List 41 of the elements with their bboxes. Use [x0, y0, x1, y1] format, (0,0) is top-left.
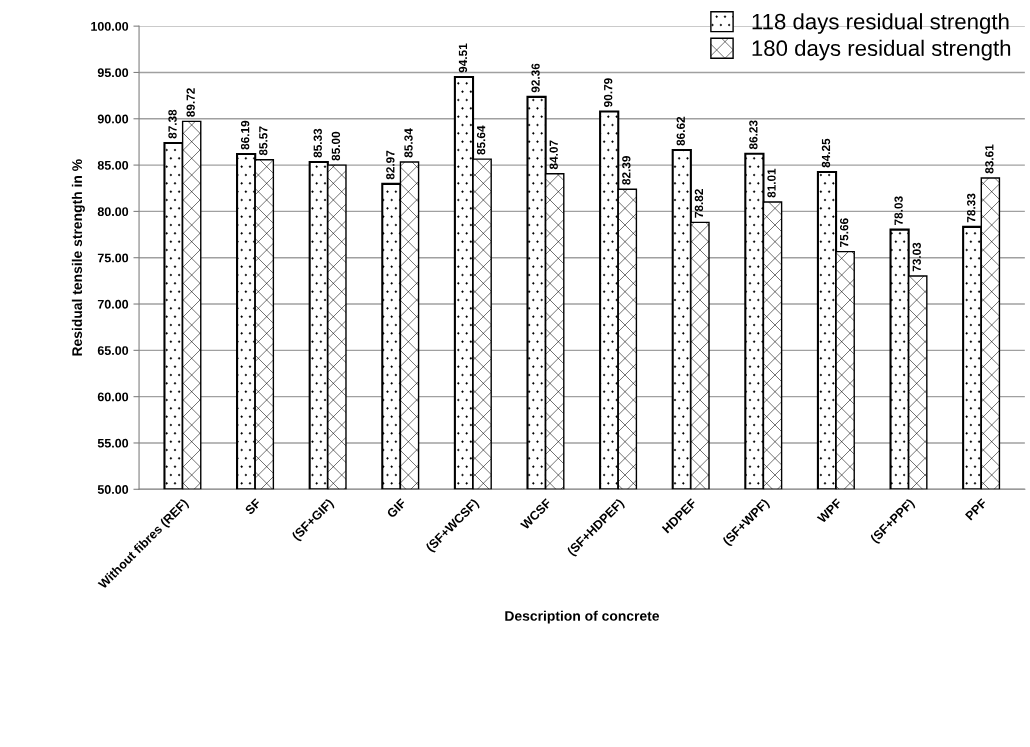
data-label: 85.64 [476, 125, 486, 155]
y-tick-label: 55.00 [97, 438, 129, 448]
data-label: 85.33 [313, 128, 322, 158]
y-tick-label: 95.00 [97, 68, 129, 78]
y-tick-label: 85.00 [97, 160, 129, 170]
data-label: 78.82 [694, 189, 704, 218]
y-tick-label: 70.00 [97, 299, 129, 309]
data-label: 83.61 [985, 144, 994, 174]
data-label: 81.01 [767, 168, 776, 198]
y-tick-label: 90.00 [97, 114, 129, 124]
data-label: 85.57 [259, 126, 268, 156]
y-tick-label: 80.00 [97, 207, 129, 217]
y-tick-label: 60.00 [97, 392, 129, 402]
data-label: 78.03 [894, 196, 903, 225]
data-label: 89.72 [186, 88, 195, 117]
data-label: 73.03 [912, 242, 921, 272]
x-tick-label: GIF [386, 498, 407, 519]
y-tick-label: 65.00 [97, 346, 129, 355]
data-label: 92.36 [531, 63, 540, 93]
data-label: 94.51 [458, 43, 468, 73]
data-label: 75.66 [839, 218, 849, 247]
data-label: 86.19 [240, 120, 250, 150]
data-label: 86.62 [676, 116, 685, 146]
legend-label: 180 days residual strength [752, 39, 1011, 61]
y-tick-label: 75.00 [97, 253, 129, 263]
data-label: 86.23 [749, 120, 758, 150]
x-tick-label: SF [244, 498, 262, 516]
data-label: 85.00 [331, 131, 341, 161]
legend-label: 118 days residual strength [752, 13, 1009, 34]
data-label: 84.07 [549, 140, 558, 170]
data-label: 78.33 [967, 193, 976, 223]
y-tick-label: 100.00 [91, 21, 129, 31]
x-axis-title: Description of concrete [505, 610, 660, 624]
data-label: 82.39 [622, 155, 631, 185]
y-tick-label: 50.00 [97, 485, 129, 494]
data-label: 90.79 [603, 78, 613, 107]
y-axis-title: Residual tensile strength in % [71, 159, 85, 356]
data-label: 82.97 [386, 150, 395, 180]
data-label: 85.34 [404, 128, 413, 158]
data-label: 84.25 [821, 138, 831, 168]
data-label: 87.38 [168, 109, 177, 139]
